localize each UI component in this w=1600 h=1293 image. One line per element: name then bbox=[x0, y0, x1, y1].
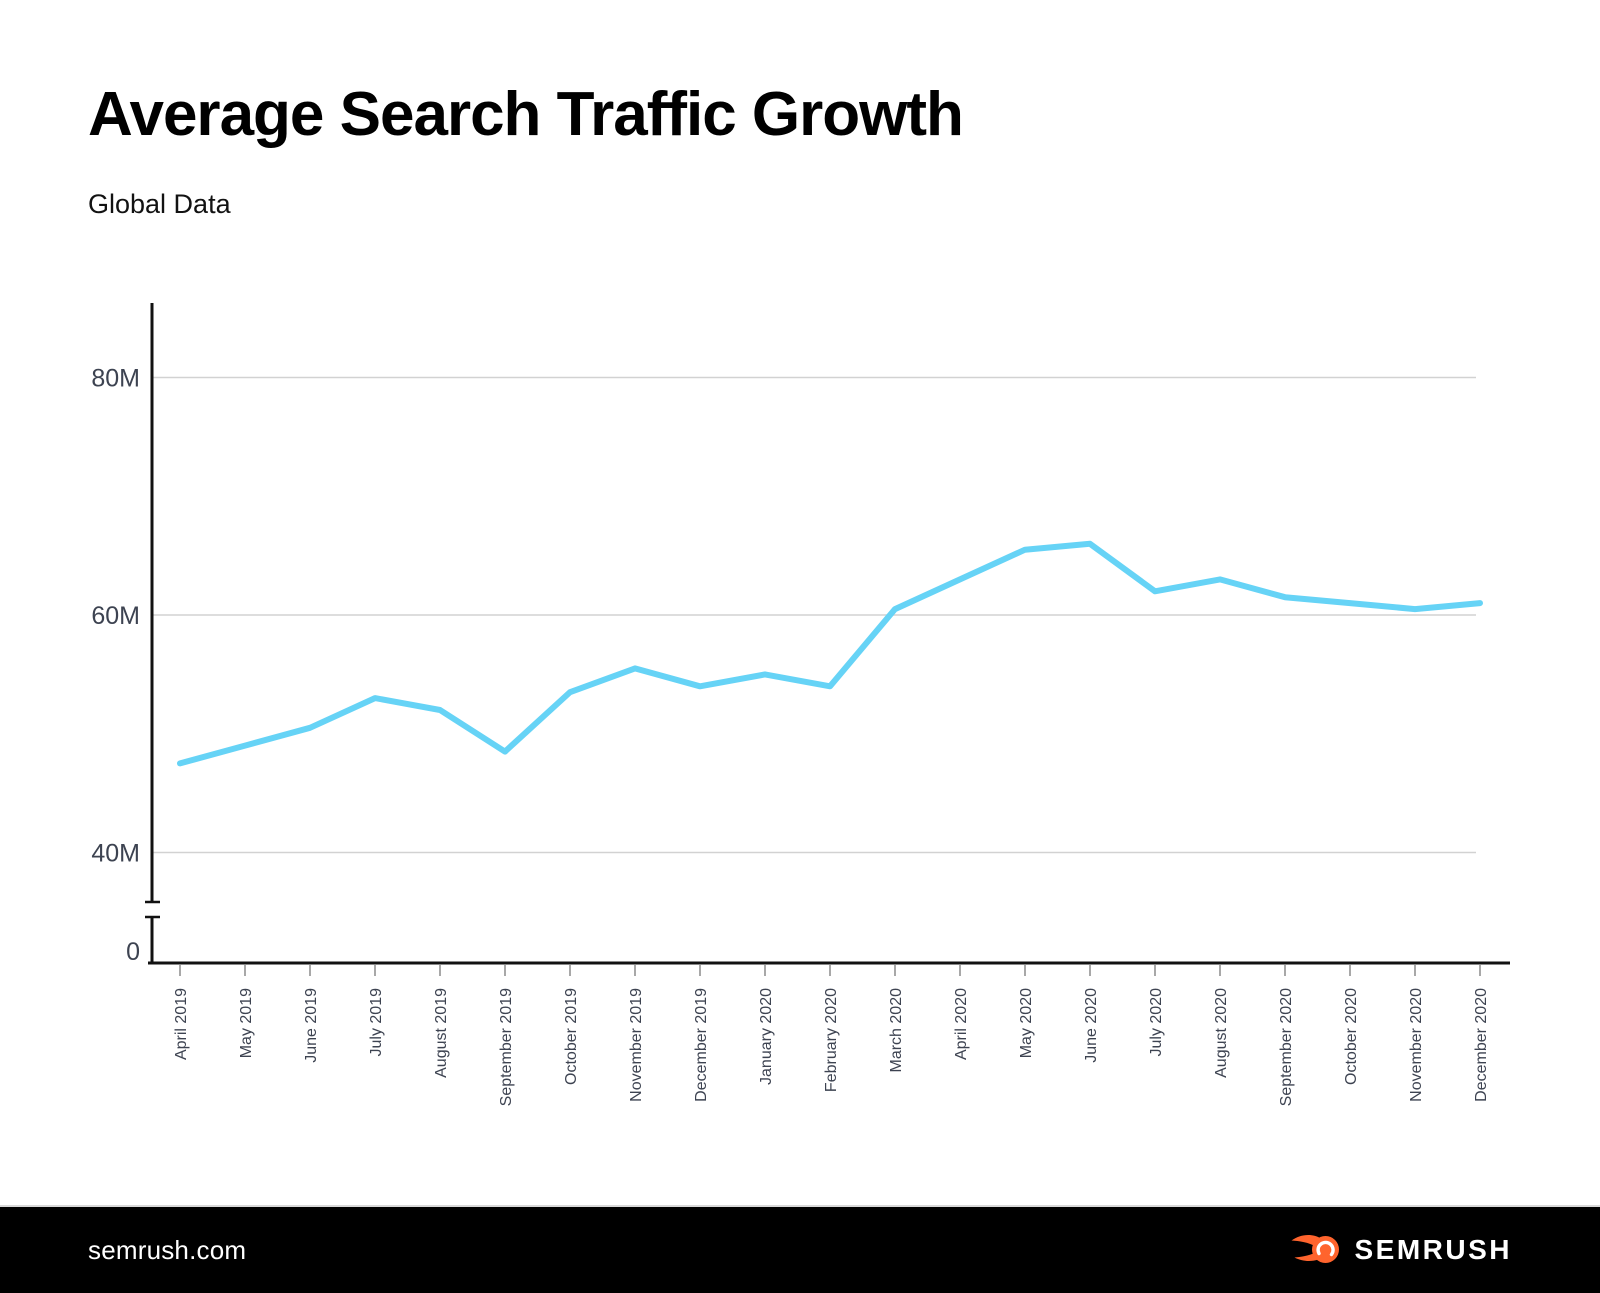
search-traffic-line-chart: 80M 60M 40M 0 April 2019 May 2019 June 2019 Jul… bbox=[91, 303, 1510, 1106]
x-axis-label-1: April 2019 bbox=[173, 988, 190, 1060]
page-footer: semrush.com SEMRUSH bbox=[0, 1205, 1600, 1293]
x-axis-label-19: October 2020 bbox=[1343, 988, 1360, 1085]
x-axis-label-21: December 2020 bbox=[1473, 988, 1490, 1102]
y-axis-label-80M: 80M bbox=[91, 365, 140, 393]
x-axis-label-5: August 2019 bbox=[433, 988, 450, 1078]
page-title: Average Search Traffic Growth bbox=[88, 80, 964, 149]
footer-url: semrush.com bbox=[88, 1234, 247, 1265]
semrush-logo: SEMRUSH bbox=[1291, 1230, 1512, 1270]
x-axis-label-8: November 2019 bbox=[628, 988, 645, 1102]
x-axis-label-16: July 2020 bbox=[1148, 988, 1165, 1057]
flame-ball bbox=[1312, 1236, 1340, 1263]
x-axis-label-12: March 2020 bbox=[888, 988, 905, 1073]
x-axis-label-14: May 2020 bbox=[1018, 988, 1035, 1058]
x-axis-label-10: January 2020 bbox=[758, 988, 775, 1085]
y-axis-label-zero: 0 bbox=[126, 938, 140, 966]
flame-tongue-bottom bbox=[1294, 1252, 1319, 1262]
x-axis-label-3: June 2019 bbox=[303, 988, 320, 1063]
x-axis-label-6: September 2019 bbox=[498, 988, 515, 1106]
x-axis-label-4: July 2019 bbox=[368, 988, 385, 1057]
x-axis-label-7: October 2019 bbox=[563, 988, 580, 1085]
x-axis-label-18: September 2020 bbox=[1278, 988, 1295, 1106]
semrush-flame-icon bbox=[1291, 1234, 1340, 1263]
x-axis-label-20: November 2020 bbox=[1408, 988, 1425, 1102]
x-axis-label-15: June 2020 bbox=[1083, 988, 1100, 1063]
x-axis-label-17: August 2020 bbox=[1213, 988, 1230, 1078]
page-subtitle: Global Data bbox=[88, 189, 231, 219]
x-axis-label-13: April 2020 bbox=[953, 988, 970, 1060]
flame-ball-highlight bbox=[1316, 1240, 1336, 1257]
semrush-wordmark: SEMRUSH bbox=[1354, 1234, 1512, 1265]
y-axis-label-60M: 60M bbox=[91, 602, 140, 630]
traffic-line-series bbox=[177, 540, 1483, 767]
x-axis-label-2: May 2019 bbox=[238, 988, 255, 1058]
x-axis-label-9: December 2019 bbox=[693, 988, 710, 1102]
y-axis-label-40M: 40M bbox=[91, 840, 140, 868]
x-axis-label-11: February 2020 bbox=[823, 988, 840, 1092]
